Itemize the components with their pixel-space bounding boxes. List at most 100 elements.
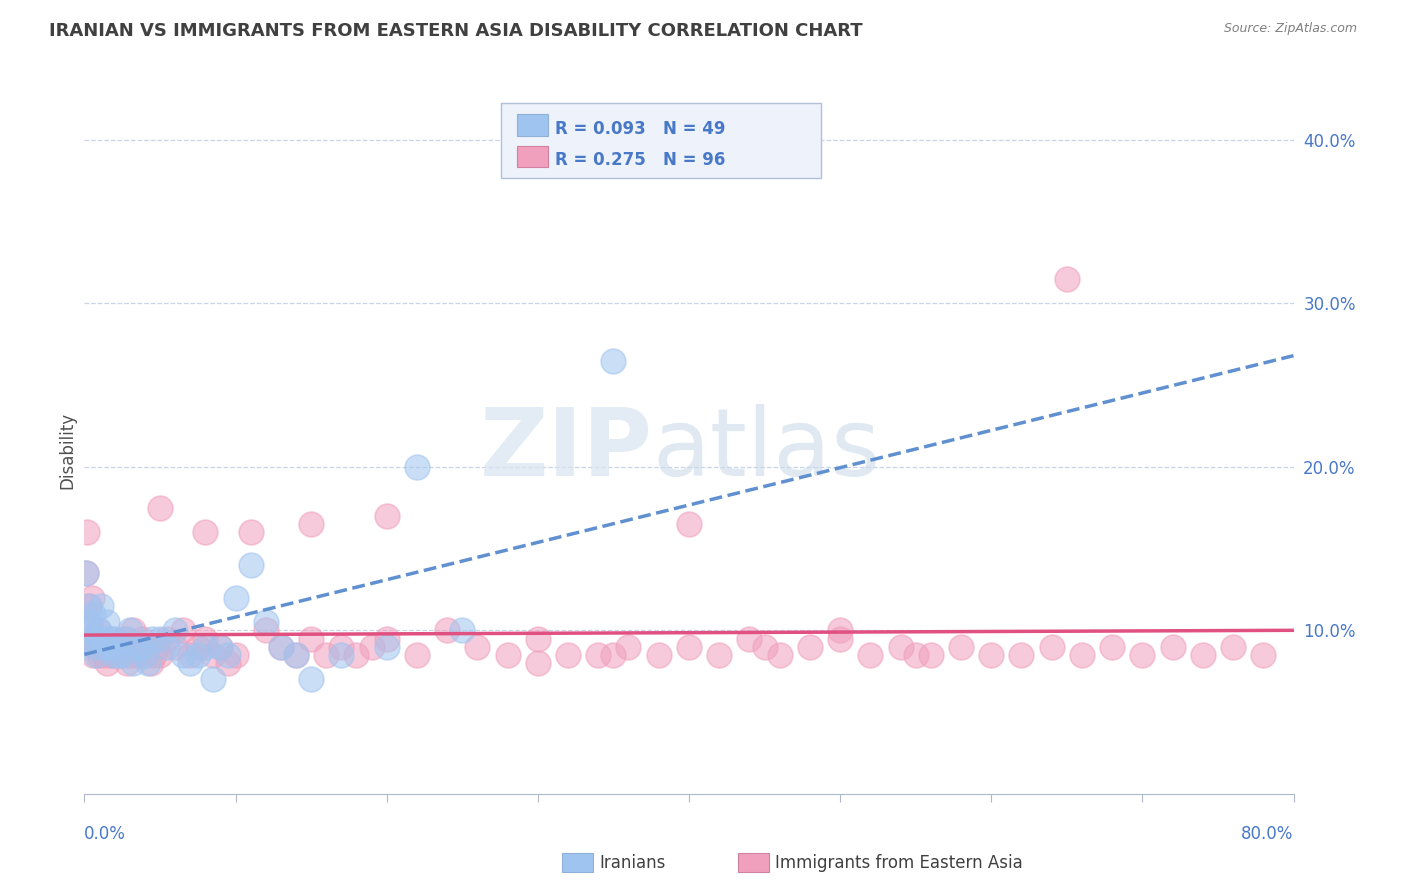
- Point: [1010, 648, 1032, 662]
- Point: [436, 624, 458, 638]
- Point: [709, 648, 731, 662]
- Point: [86, 632, 108, 646]
- Point: [346, 648, 368, 662]
- Point: [360, 640, 382, 654]
- Point: [82, 648, 104, 662]
- Point: [980, 648, 1002, 662]
- Point: [163, 640, 186, 654]
- Point: [163, 624, 186, 638]
- Point: [97, 632, 120, 646]
- Point: [375, 640, 398, 654]
- Point: [98, 648, 121, 662]
- Point: [920, 648, 942, 662]
- Point: [136, 656, 159, 670]
- Point: [79, 615, 101, 630]
- Point: [194, 640, 217, 654]
- Point: [557, 648, 579, 662]
- Point: [1040, 640, 1063, 654]
- Point: [111, 648, 134, 662]
- Point: [201, 673, 224, 687]
- Point: [125, 640, 148, 654]
- Point: [101, 648, 124, 662]
- Point: [678, 640, 700, 654]
- Point: [76, 525, 98, 540]
- Point: [209, 640, 232, 654]
- Point: [467, 640, 489, 654]
- Point: [107, 648, 129, 662]
- Point: [375, 632, 398, 646]
- Point: [406, 648, 429, 662]
- Point: [121, 624, 143, 638]
- Point: [91, 632, 114, 646]
- Point: [602, 353, 624, 368]
- Point: [526, 632, 548, 646]
- Point: [451, 624, 474, 638]
- Point: [87, 632, 110, 646]
- Point: [179, 656, 201, 670]
- Point: [194, 632, 217, 646]
- Point: [89, 648, 111, 662]
- Y-axis label: Disability: Disability: [58, 412, 76, 489]
- Point: [149, 500, 172, 515]
- Point: [94, 640, 117, 654]
- Point: [588, 648, 610, 662]
- Point: [149, 648, 172, 662]
- Text: ZIP: ZIP: [479, 404, 652, 497]
- Point: [82, 607, 104, 621]
- Point: [1161, 640, 1184, 654]
- Point: [904, 648, 927, 662]
- Text: 0.0%: 0.0%: [84, 825, 127, 843]
- Point: [118, 648, 141, 662]
- Point: [1222, 640, 1244, 654]
- Point: [225, 591, 247, 605]
- Point: [80, 591, 103, 605]
- Point: [284, 648, 308, 662]
- Point: [602, 648, 624, 662]
- Point: [131, 632, 153, 646]
- Point: [84, 640, 107, 654]
- Point: [87, 624, 110, 638]
- Point: [96, 615, 118, 630]
- Point: [647, 648, 671, 662]
- Point: [100, 632, 122, 646]
- Point: [194, 525, 217, 540]
- Point: [299, 673, 322, 687]
- Point: [187, 640, 209, 654]
- Point: [284, 648, 308, 662]
- Point: [617, 640, 640, 654]
- Point: [172, 648, 194, 662]
- Point: [111, 648, 134, 662]
- Point: [77, 599, 100, 613]
- Point: [139, 656, 162, 670]
- Point: [830, 632, 852, 646]
- Point: [1130, 648, 1153, 662]
- Point: [115, 656, 138, 670]
- Text: Immigrants from Eastern Asia: Immigrants from Eastern Asia: [775, 854, 1022, 871]
- Point: [375, 508, 398, 523]
- Point: [209, 640, 232, 654]
- Point: [156, 632, 179, 646]
- Point: [179, 648, 201, 662]
- Point: [890, 640, 912, 654]
- Point: [80, 632, 103, 646]
- Point: [128, 648, 150, 662]
- Point: [77, 599, 100, 613]
- Point: [254, 624, 277, 638]
- Point: [101, 648, 124, 662]
- Point: [1056, 271, 1078, 285]
- Point: [100, 640, 122, 654]
- Point: [91, 640, 114, 654]
- Point: [127, 640, 149, 654]
- Point: [239, 558, 262, 572]
- Point: [769, 648, 792, 662]
- Point: [131, 640, 153, 654]
- Point: [330, 640, 353, 654]
- Point: [112, 632, 135, 646]
- Point: [172, 624, 194, 638]
- Point: [134, 648, 156, 662]
- Text: 80.0%: 80.0%: [1241, 825, 1294, 843]
- Point: [146, 640, 169, 654]
- Point: [1101, 640, 1123, 654]
- Point: [830, 624, 852, 638]
- Point: [738, 632, 761, 646]
